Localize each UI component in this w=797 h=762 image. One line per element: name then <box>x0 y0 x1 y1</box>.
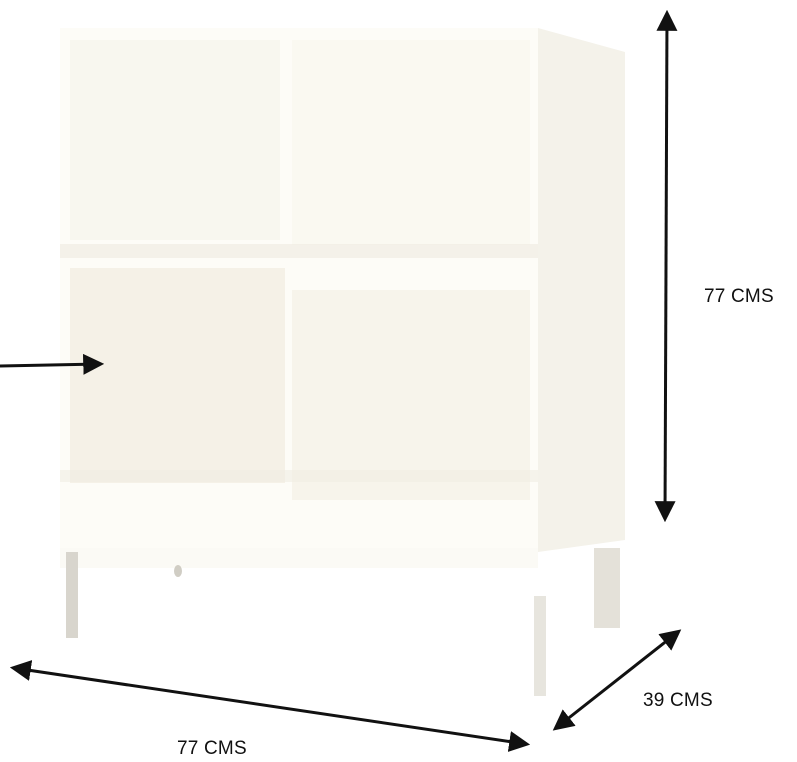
height-arrow <box>654 9 678 523</box>
shelf-lower <box>60 470 538 482</box>
height-dimension-label: 77 CMS <box>704 286 774 307</box>
cabinet-side-panel <box>538 28 625 552</box>
cube-top-left <box>70 40 280 240</box>
depth-arrow <box>552 629 682 731</box>
leg-front-right <box>534 596 546 696</box>
width-arrow <box>9 660 531 752</box>
leg-front-left <box>66 552 78 638</box>
depth-dimension-label: 39 CMS <box>643 690 713 711</box>
cube-bottom-left <box>70 268 285 483</box>
cabinet-base <box>60 548 538 568</box>
shelf-middle <box>60 244 538 258</box>
pointer-arrow <box>0 353 105 375</box>
knob-mark <box>174 565 182 577</box>
cube-bottom-right <box>292 290 530 500</box>
width-dimension-label: 77 CMS <box>177 738 247 759</box>
cabinet-photo <box>60 28 625 696</box>
cube-top-right <box>292 40 530 245</box>
leg-back-right <box>594 548 620 628</box>
